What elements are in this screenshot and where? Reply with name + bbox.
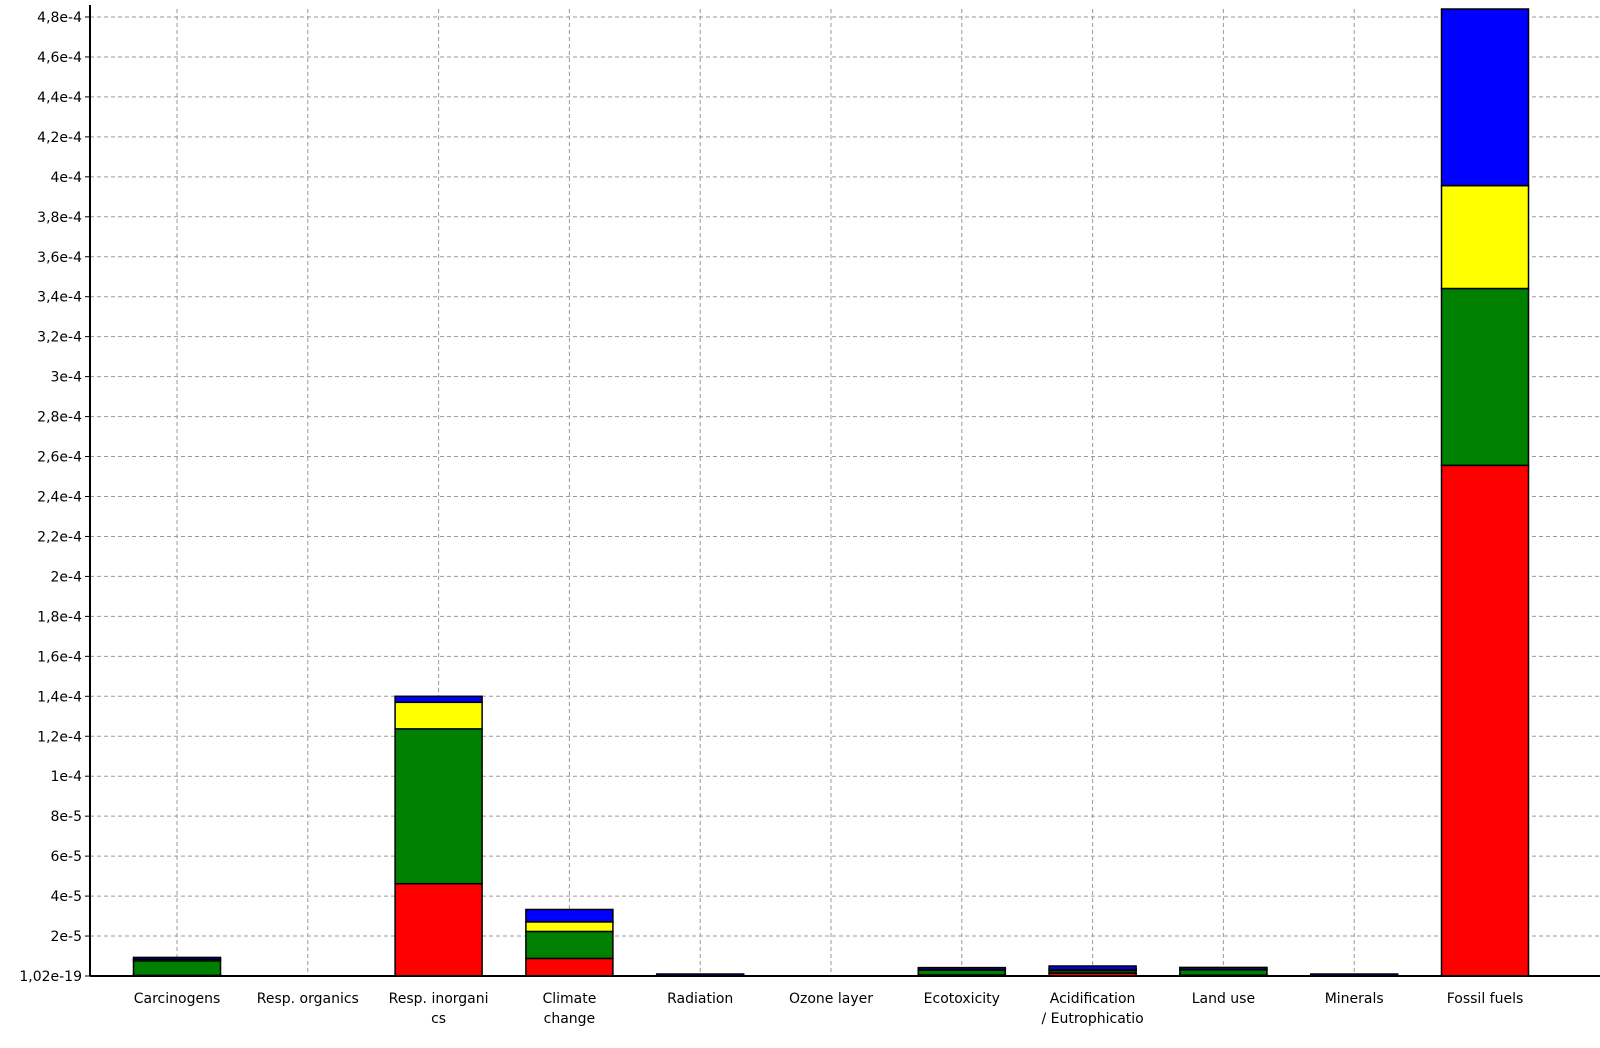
x-category-label: Land use	[1192, 991, 1255, 1007]
y-tick-label: 6e-5	[51, 849, 82, 865]
y-tick-label: 2e-4	[51, 569, 83, 585]
x-category-label-line: change	[544, 1011, 596, 1027]
x-category-label: Minerals	[1325, 991, 1384, 1007]
bars-layer	[132, 8, 1530, 977]
y-tick-label: 3e-4	[51, 370, 83, 386]
axis-layer	[85, 5, 1600, 977]
bar-segment	[132, 956, 222, 961]
x-category-label-line: Land use	[1192, 991, 1255, 1007]
x-category-label-line: / Eutrophicatio	[1041, 1011, 1143, 1027]
y-tick-label: 4e-4	[51, 170, 83, 186]
y-tick-label: 3,4e-4	[37, 290, 82, 306]
x-category-label-line: Radiation	[667, 991, 733, 1007]
bar-segment	[1440, 184, 1530, 290]
bar-segment	[394, 728, 483, 885]
x-category-label: Fossil fuels	[1447, 991, 1524, 1007]
bar-segment	[1048, 965, 1137, 971]
bar-segment	[1179, 966, 1268, 971]
y-tick-label: 1,4e-4	[37, 689, 82, 705]
bar-segment	[394, 695, 483, 704]
x-category-label-line: Resp. inorgani	[389, 991, 489, 1007]
y-tick-label: 2,6e-4	[37, 450, 82, 466]
x-category-label: Resp. inorgani cs	[389, 991, 489, 1027]
y-tick-label: 3,8e-4	[37, 210, 82, 226]
y-tick-label: 4,2e-4	[37, 130, 82, 146]
bar-segment	[917, 966, 1007, 971]
y-tick-label: 3,6e-4	[37, 250, 82, 266]
y-tick-label: 1,8e-4	[37, 609, 82, 625]
bar-segment	[525, 921, 614, 933]
y-tick-label: 4,8e-4	[37, 10, 82, 26]
x-category-label-line: cs	[431, 1011, 446, 1027]
x-category-label: Carcinogens	[134, 991, 221, 1007]
x-category-label: Acidification / Eutrophicatio	[1041, 991, 1143, 1027]
y-tick-label: 1,2e-4	[37, 729, 82, 745]
y-tick-label: 1e-4	[51, 769, 83, 785]
x-category-label: Radiation	[667, 991, 733, 1007]
bar-segment	[1179, 969, 1268, 976]
bar-segment	[1440, 8, 1530, 187]
x-category-label: Ozone layer	[789, 991, 873, 1007]
y-tick-label: 2,4e-4	[37, 490, 82, 506]
y-tick-label: 4,6e-4	[37, 50, 82, 66]
y-tick-label: 8e-5	[51, 809, 82, 825]
x-category-label-line: Fossil fuels	[1447, 991, 1524, 1007]
x-category-label-line: Acidification	[1050, 991, 1136, 1007]
x-category-label-line: Ozone layer	[789, 991, 873, 1007]
y-tick-label: 2,2e-4	[37, 529, 82, 545]
bar-segment	[1440, 464, 1530, 977]
x-category-label-line: Carcinogens	[134, 991, 221, 1007]
x-category-labels: Carcinogens Resp. organics Resp. inorgani c…	[134, 991, 1524, 1027]
y-tick-label: 3,2e-4	[37, 330, 82, 346]
y-tick-label: 2e-5	[51, 929, 82, 945]
bar-segment	[394, 701, 483, 730]
x-category-label: Ecotoxicity	[924, 991, 1000, 1007]
y-tick-label: 1,6e-4	[37, 649, 82, 665]
x-category-label-line: Ecotoxicity	[924, 991, 1000, 1007]
x-category-label-line: Climate	[542, 991, 596, 1007]
y-tick-label: 2,8e-4	[37, 410, 82, 426]
x-category-label: Climate change	[542, 991, 596, 1027]
y-tick-label: 4e-5	[51, 889, 82, 905]
x-category-label-line: Minerals	[1325, 991, 1384, 1007]
x-category-label-line: Resp. organics	[257, 991, 359, 1007]
bar-segment	[525, 908, 614, 923]
grid-layer	[90, 9, 1600, 976]
y-tick-label: 4,4e-4	[37, 90, 82, 106]
y-tick-labels: 1,02e-19 2e-5 4e-5 6e-5 8e-5 1e-4 1,2e-4 1,4e-4…	[19, 10, 82, 985]
bar-segment	[132, 960, 222, 977]
bar-segment	[1440, 287, 1530, 467]
bar-segment	[525, 957, 614, 977]
bar-segment	[525, 930, 614, 960]
x-category-label: Resp. organics	[257, 991, 359, 1007]
bar-segment	[394, 882, 483, 977]
y-tick-label: 1,02e-19	[19, 969, 82, 985]
